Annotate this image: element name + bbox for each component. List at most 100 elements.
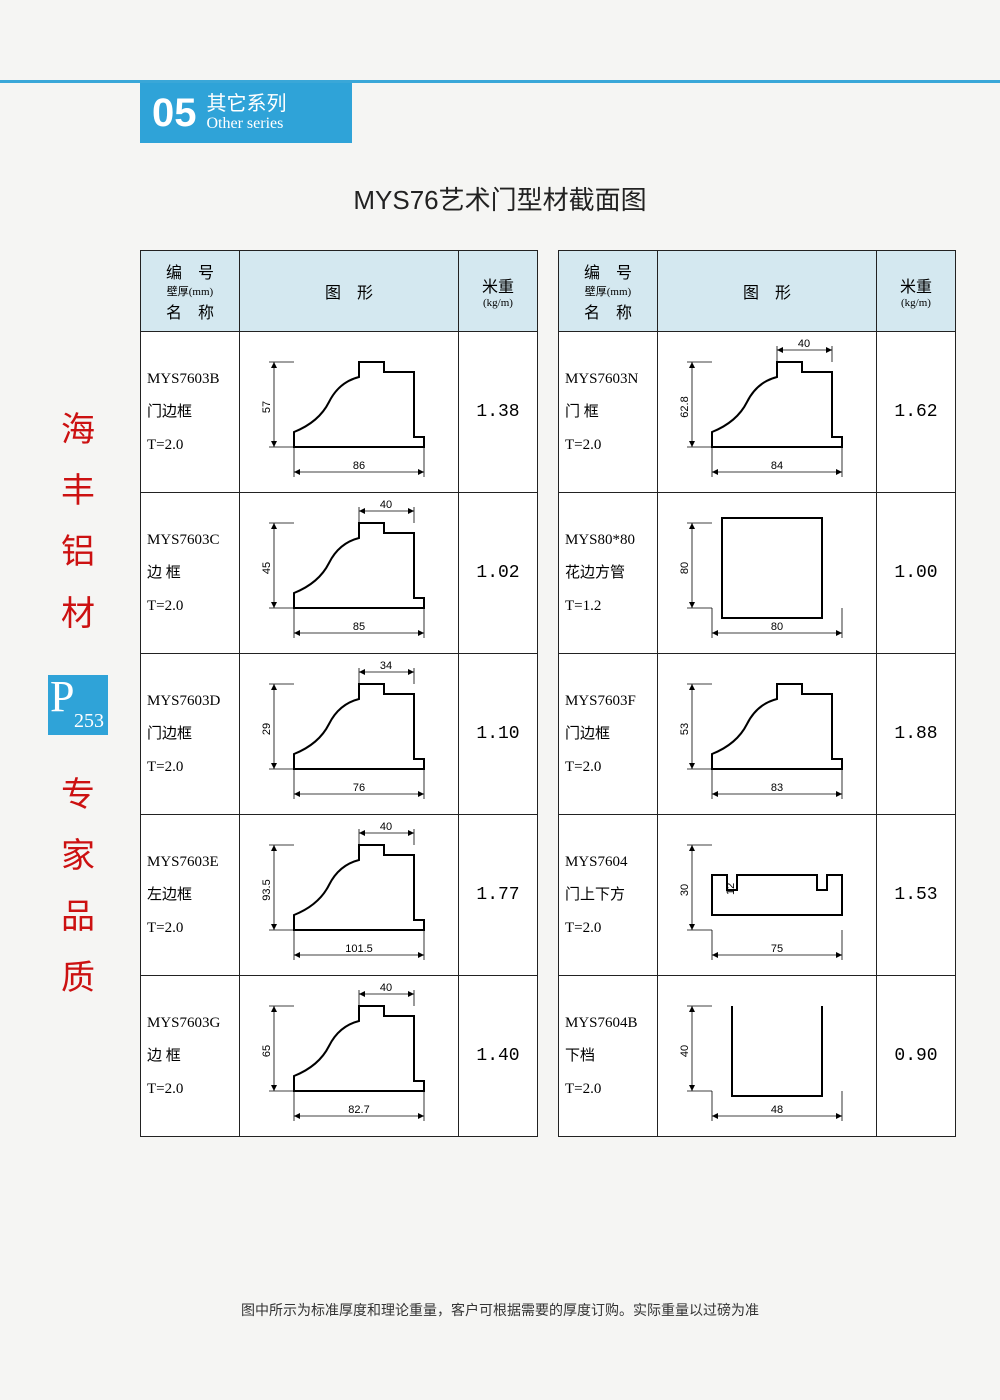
svg-text:29: 29 (261, 723, 273, 735)
svg-text:34: 34 (380, 660, 392, 672)
page-letter: P (50, 671, 74, 722)
profile-code: MYS7603G (147, 1007, 233, 1040)
profile-figure-cell: 85 45 40 (240, 493, 459, 654)
profile-weight-cell: 1.10 (459, 654, 538, 815)
col-id-header: 编 号 壁厚(mm) 名 称 (141, 251, 240, 332)
profile-code: MYS7604B (565, 1007, 651, 1040)
svg-text:101.5: 101.5 (345, 943, 373, 955)
profile-thickness: T=2.0 (147, 751, 233, 784)
profile-code: MYS7603F (565, 685, 651, 718)
svg-text:40: 40 (679, 1045, 691, 1057)
table-row: MYS7604 门上下方 T=2.0 75 30 12 1.53 (559, 815, 956, 976)
company-name: 海 丰 铝 材 (48, 400, 108, 645)
table-row: MYS7603G 边 框 T=2.0 82.7 65 40 1.40 (141, 976, 538, 1137)
profile-weight-cell: 1.88 (877, 654, 956, 815)
profile-figure-cell: 80 80 (658, 493, 877, 654)
profile-thickness: T=2.0 (565, 1073, 651, 1106)
profile-name: 左边框 (147, 879, 233, 912)
svg-text:82.7: 82.7 (348, 1104, 369, 1116)
profile-code: MYS7603B (147, 363, 233, 396)
col-fig-header: 图 形 (658, 251, 877, 332)
profile-weight-cell: 1.53 (877, 815, 956, 976)
svg-text:40: 40 (380, 821, 392, 833)
profile-figure-cell: 86 57 (240, 332, 459, 493)
profile-code: MYS7603D (147, 685, 233, 718)
svg-text:93.5: 93.5 (261, 879, 273, 900)
section-cn: 其它系列 (207, 93, 287, 115)
profile-weight-cell: 1.00 (877, 493, 956, 654)
profile-id-cell: MYS7603F 门边框 T=2.0 (559, 654, 658, 815)
svg-text:30: 30 (679, 884, 691, 896)
page-number: 253 (74, 710, 104, 733)
profile-id-cell: MYS7603G 边 框 T=2.0 (141, 976, 240, 1137)
table-row: MYS7603F 门边框 T=2.0 83 53 1.88 (559, 654, 956, 815)
table-row: MYS7603N 门 框 T=2.0 84 62.8 40 1.62 (559, 332, 956, 493)
col-wt-header: 米重 (kg/m) (459, 251, 538, 332)
svg-text:12: 12 (725, 883, 737, 895)
profile-figure-cell: 101.5 93.5 40 (240, 815, 459, 976)
svg-text:48: 48 (771, 1104, 783, 1116)
profile-code: MYS7603C (147, 524, 233, 557)
table-row: MYS7604B 下档 T=2.0 48 40 0.90 (559, 976, 956, 1137)
profile-id-cell: MYS7603B 门边框 T=2.0 (141, 332, 240, 493)
profile-name: 边 框 (147, 557, 233, 590)
table-row: MYS80*80 花边方管 T=1.2 80 80 1.00 (559, 493, 956, 654)
profile-id-cell: MYS7603N 门 框 T=2.0 (559, 332, 658, 493)
profile-thickness: T=2.0 (147, 590, 233, 623)
svg-text:83: 83 (771, 782, 783, 794)
svg-text:84: 84 (771, 460, 783, 472)
profile-id-cell: MYS7603C 边 框 T=2.0 (141, 493, 240, 654)
profile-weight-cell: 1.77 (459, 815, 538, 976)
profile-thickness: T=2.0 (147, 429, 233, 462)
profile-thickness: T=2.0 (147, 912, 233, 945)
svg-text:53: 53 (679, 723, 691, 735)
left-table: 编 号 壁厚(mm) 名 称 图 形 米重 (kg/m) MYS7603B 门边… (140, 250, 538, 1137)
svg-text:40: 40 (380, 499, 392, 511)
profile-id-cell: MYS7603D 门边框 T=2.0 (141, 654, 240, 815)
right-table: 编 号 壁厚(mm) 名 称 图 形 米重 (kg/m) MYS7603N 门 … (558, 250, 956, 1137)
profile-weight-cell: 1.62 (877, 332, 956, 493)
slogan: 专 家 品 质 (48, 765, 108, 1010)
section-en: Other series (207, 115, 287, 133)
profile-figure-cell: 48 40 (658, 976, 877, 1137)
profile-code: MYS7603N (565, 363, 651, 396)
svg-text:65: 65 (261, 1045, 273, 1057)
tables-container: 编 号 壁厚(mm) 名 称 图 形 米重 (kg/m) MYS7603B 门边… (140, 250, 956, 1137)
sidebar: 海 丰 铝 材 P 253 专 家 品 质 (48, 400, 108, 1010)
profile-figure-cell: 76 29 34 (240, 654, 459, 815)
profile-name: 花边方管 (565, 557, 651, 590)
footer-note: 图中所示为标准厚度和理论重量，客户可根据需要的厚度订购。实际重量以过磅为准 (0, 1300, 1000, 1320)
profile-name: 下档 (565, 1040, 651, 1073)
svg-text:85: 85 (353, 621, 365, 633)
table-row: MYS7603D 门边框 T=2.0 76 29 34 1.10 (141, 654, 538, 815)
profile-id-cell: MYS7603E 左边框 T=2.0 (141, 815, 240, 976)
profile-figure-cell: 75 30 12 (658, 815, 877, 976)
col-fig-header: 图 形 (240, 251, 459, 332)
profile-id-cell: MYS7604 门上下方 T=2.0 (559, 815, 658, 976)
profile-code: MYS80*80 (565, 524, 651, 557)
table-row: MYS7603E 左边框 T=2.0 101.5 93.5 40 1.77 (141, 815, 538, 976)
svg-text:40: 40 (798, 338, 810, 350)
profile-name: 门上下方 (565, 879, 651, 912)
profile-name: 门 框 (565, 396, 651, 429)
svg-text:57: 57 (261, 401, 273, 413)
profile-thickness: T=2.0 (147, 1073, 233, 1106)
profile-weight-cell: 1.38 (459, 332, 538, 493)
profile-id-cell: MYS80*80 花边方管 T=1.2 (559, 493, 658, 654)
profile-figure-cell: 82.7 65 40 (240, 976, 459, 1137)
profile-weight-cell: 1.40 (459, 976, 538, 1137)
svg-text:86: 86 (353, 460, 365, 472)
right-tbody: MYS7603N 门 框 T=2.0 84 62.8 40 1.62 MYS80… (559, 332, 956, 1137)
svg-text:62.8: 62.8 (679, 396, 691, 417)
profile-name: 边 框 (147, 1040, 233, 1073)
profile-code: MYS7604 (565, 846, 651, 879)
profile-name: 门边框 (147, 718, 233, 751)
svg-text:80: 80 (771, 621, 783, 633)
table-row: MYS7603B 门边框 T=2.0 86 57 1.38 (141, 332, 538, 493)
profile-thickness: T=2.0 (565, 751, 651, 784)
svg-text:45: 45 (261, 562, 273, 574)
col-id-header: 编 号 壁厚(mm) 名 称 (559, 251, 658, 332)
profile-figure-cell: 83 53 (658, 654, 877, 815)
page-title: MYS76艺术门型材截面图 (0, 180, 1000, 217)
table-row: MYS7603C 边 框 T=2.0 85 45 40 1.02 (141, 493, 538, 654)
